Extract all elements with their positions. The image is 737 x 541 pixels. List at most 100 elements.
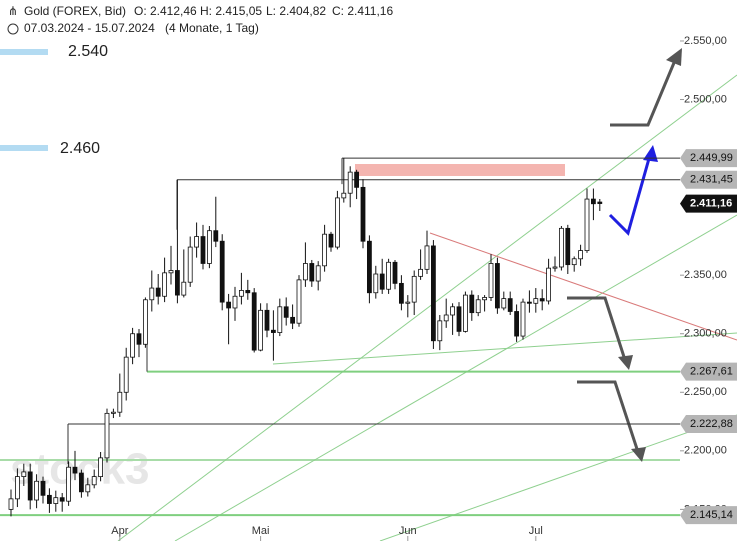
- arrow: [577, 380, 640, 453]
- chart-icon: ⋔: [8, 4, 18, 18]
- candle-body: [354, 171, 360, 188]
- ohlc-open: O: 2.412,46: [134, 4, 197, 18]
- x-tick-label: Mai: [252, 525, 270, 537]
- candle-body: [53, 497, 59, 504]
- candle-body: [411, 275, 417, 303]
- y-tick-label: 2.300,00: [684, 328, 727, 340]
- candle-body: [418, 268, 424, 277]
- candle-body: [366, 240, 372, 294]
- price-box: [680, 362, 737, 381]
- candle-body: [533, 298, 539, 304]
- drawings: [0, 48, 737, 541]
- price-box: [680, 415, 737, 434]
- candle-body: [527, 301, 532, 304]
- candle-body: [245, 290, 251, 294]
- trend-line: [379, 414, 737, 541]
- candle-body: [136, 333, 142, 345]
- zone: [355, 164, 565, 176]
- candle-body: [379, 273, 385, 290]
- candle-body: [514, 311, 519, 337]
- candle-body: [206, 230, 212, 264]
- candle-body: [21, 471, 27, 477]
- candle-body: [123, 356, 129, 393]
- candle-body: [130, 333, 136, 358]
- ohlc-close: C: 2.411,16: [332, 4, 393, 18]
- candle-body: [309, 263, 315, 282]
- candle-body: [520, 301, 526, 337]
- arrow-head: [618, 355, 633, 370]
- candle-body: [187, 246, 193, 283]
- candle-body: [571, 258, 577, 266]
- candle-body: [8, 498, 14, 510]
- arrow-head: [666, 48, 682, 66]
- candle-body: [277, 306, 283, 333]
- y-tick-label: 2.500,00: [684, 93, 727, 105]
- candle-body: [72, 466, 78, 474]
- candle-body: [290, 316, 296, 324]
- candle-body: [168, 270, 174, 274]
- arrow: [567, 296, 627, 361]
- ohlc-high: H: 2.415,05: [200, 4, 262, 18]
- candle-body: [482, 297, 488, 301]
- last-price-label: 2.411,16: [690, 197, 732, 209]
- resistance-line: [429, 232, 737, 341]
- candle-body: [347, 171, 353, 194]
- candle-body: [360, 186, 366, 242]
- side-bar: [0, 49, 48, 55]
- arrow: [610, 57, 678, 127]
- candle-body: [552, 266, 558, 269]
- candle-body: [79, 472, 84, 493]
- candle-body: [507, 298, 513, 312]
- candles: [8, 158, 603, 517]
- candle-body: [104, 412, 110, 459]
- y-tick-label: 2.350,00: [684, 269, 727, 281]
- candle-body: [559, 227, 564, 268]
- side-bar: [0, 145, 48, 151]
- candle-body: [66, 466, 71, 502]
- candle-body: [264, 309, 270, 331]
- candle-body: [142, 299, 148, 345]
- candle-body: [194, 236, 200, 248]
- candle-body: [315, 265, 321, 282]
- candle-body: [14, 476, 20, 500]
- candle-body: [174, 270, 180, 296]
- price-box: [680, 149, 737, 168]
- price-box: [680, 170, 737, 189]
- candle-body: [591, 198, 596, 205]
- candle-body: [302, 263, 308, 281]
- candle-body: [328, 233, 334, 248]
- candle-body: [584, 198, 590, 251]
- clock-icon: [7, 23, 19, 35]
- arrow: [608, 154, 652, 236]
- candle-body: [238, 290, 244, 297]
- price-label: 2.222,88: [690, 418, 733, 430]
- period: 07.03.2024 - 15.07.2024: [24, 21, 155, 35]
- candle-body: [488, 263, 494, 298]
- side-label: 2.460: [60, 140, 100, 157]
- candle-body: [91, 476, 97, 486]
- candle-body: [162, 272, 168, 297]
- candle-body: [226, 301, 232, 309]
- price-box: [680, 506, 737, 525]
- x-tick-label: Jul: [529, 525, 543, 537]
- candle-body: [437, 320, 443, 342]
- candle-body: [47, 494, 52, 504]
- price-label: 2.267,61: [690, 366, 733, 378]
- chart-title: Gold (FOREX, Bid): [24, 4, 126, 18]
- candle-body: [597, 201, 603, 204]
- candle-body: [386, 261, 392, 290]
- candle-body: [469, 294, 475, 314]
- candle-body: [450, 306, 456, 316]
- candle-body: [34, 480, 39, 501]
- candle-body: [443, 314, 449, 322]
- candle-body: [539, 298, 545, 302]
- candle-body: [59, 497, 65, 502]
- price-label: 2.145,14: [690, 509, 733, 521]
- x-tick-label: Jun: [399, 525, 417, 537]
- candle-body: [578, 250, 583, 260]
- candle-body: [501, 298, 507, 309]
- candle-body: [456, 306, 462, 332]
- candle-body: [27, 471, 33, 501]
- arrow-head: [631, 447, 646, 462]
- candle-body: [181, 281, 187, 296]
